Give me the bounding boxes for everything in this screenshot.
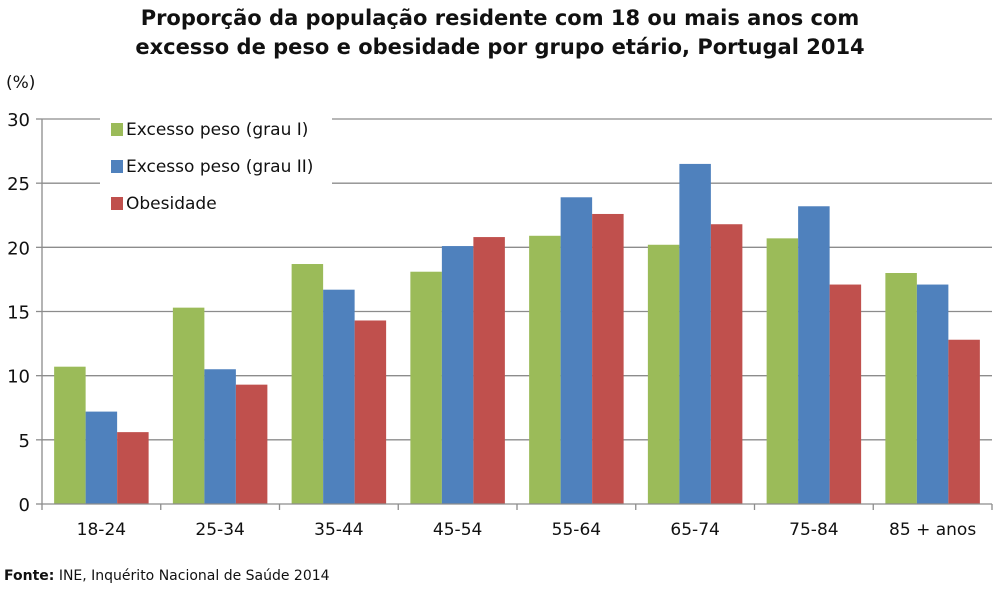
bar-6574-0	[647, 244, 680, 504]
legend-box	[100, 112, 332, 224]
bar-85anos-0	[885, 273, 917, 504]
bar-2534-1	[204, 369, 236, 504]
bar-6574-1	[679, 163, 711, 504]
bar-3544-2	[354, 320, 387, 504]
bar-1824-1	[85, 411, 118, 504]
bar-6574-2	[710, 224, 743, 504]
x-tick-label: 25-34	[195, 520, 244, 540]
x-tick-label: 55-64	[552, 520, 601, 540]
bar-4554-1	[441, 246, 474, 505]
x-tick-label: 65-74	[670, 520, 719, 540]
x-tick-label: 45-54	[433, 520, 482, 540]
y-tick-label: 10	[7, 367, 30, 388]
y-tick-label: 25	[7, 174, 30, 195]
bar-2534-0	[172, 307, 205, 504]
bar-5564-0	[529, 235, 561, 505]
x-tick-label: 18-24	[77, 520, 126, 540]
y-tick-label: 5	[19, 431, 30, 452]
bar-1824-0	[54, 366, 86, 504]
bar-3544-0	[291, 264, 324, 504]
chart-title: Proporção da população residente com 18 …	[0, 4, 1000, 62]
legend-swatch	[111, 123, 123, 136]
bar-7584-0	[766, 238, 799, 504]
bar-85anos-1	[916, 284, 949, 504]
y-axis-label: (%)	[6, 73, 36, 93]
legend-swatch	[111, 197, 123, 210]
bar-4554-2	[473, 237, 505, 505]
source-text: INE, Inquérito Nacional de Saúde 2014	[54, 568, 330, 584]
bar-4554-0	[410, 271, 442, 504]
legend-swatch	[111, 160, 123, 173]
bar-2534-2	[235, 384, 268, 504]
bar-3544-1	[323, 289, 355, 504]
y-tick-label: 15	[7, 303, 30, 324]
bar-5564-2	[592, 213, 624, 504]
bar-5564-1	[560, 197, 593, 505]
title-line-2: excesso de peso e obesidade por grupo et…	[135, 35, 865, 59]
y-tick-label: 0	[19, 495, 30, 516]
source-note: Fonte: INE, Inquérito Nacional de Saúde …	[4, 568, 330, 584]
source-label: Fonte:	[4, 568, 55, 584]
bar-7584-2	[829, 284, 862, 504]
bar-1824-2	[117, 432, 149, 504]
legend-label: Excesso peso (grau I)	[126, 120, 308, 140]
title-line-1: Proporção da população residente com 18 …	[140, 6, 860, 30]
x-tick-label: 75-84	[789, 520, 838, 540]
bar-85anos-2	[948, 339, 980, 504]
x-tick-label: 35-44	[314, 520, 363, 540]
y-tick-label: 30	[7, 110, 30, 131]
legend-label: Obesidade	[126, 194, 217, 214]
legend-label: Excesso peso (grau II)	[126, 157, 313, 177]
y-tick-label: 20	[7, 238, 30, 259]
bar-7584-1	[798, 206, 830, 504]
x-tick-label: 85 + anos	[889, 520, 976, 540]
